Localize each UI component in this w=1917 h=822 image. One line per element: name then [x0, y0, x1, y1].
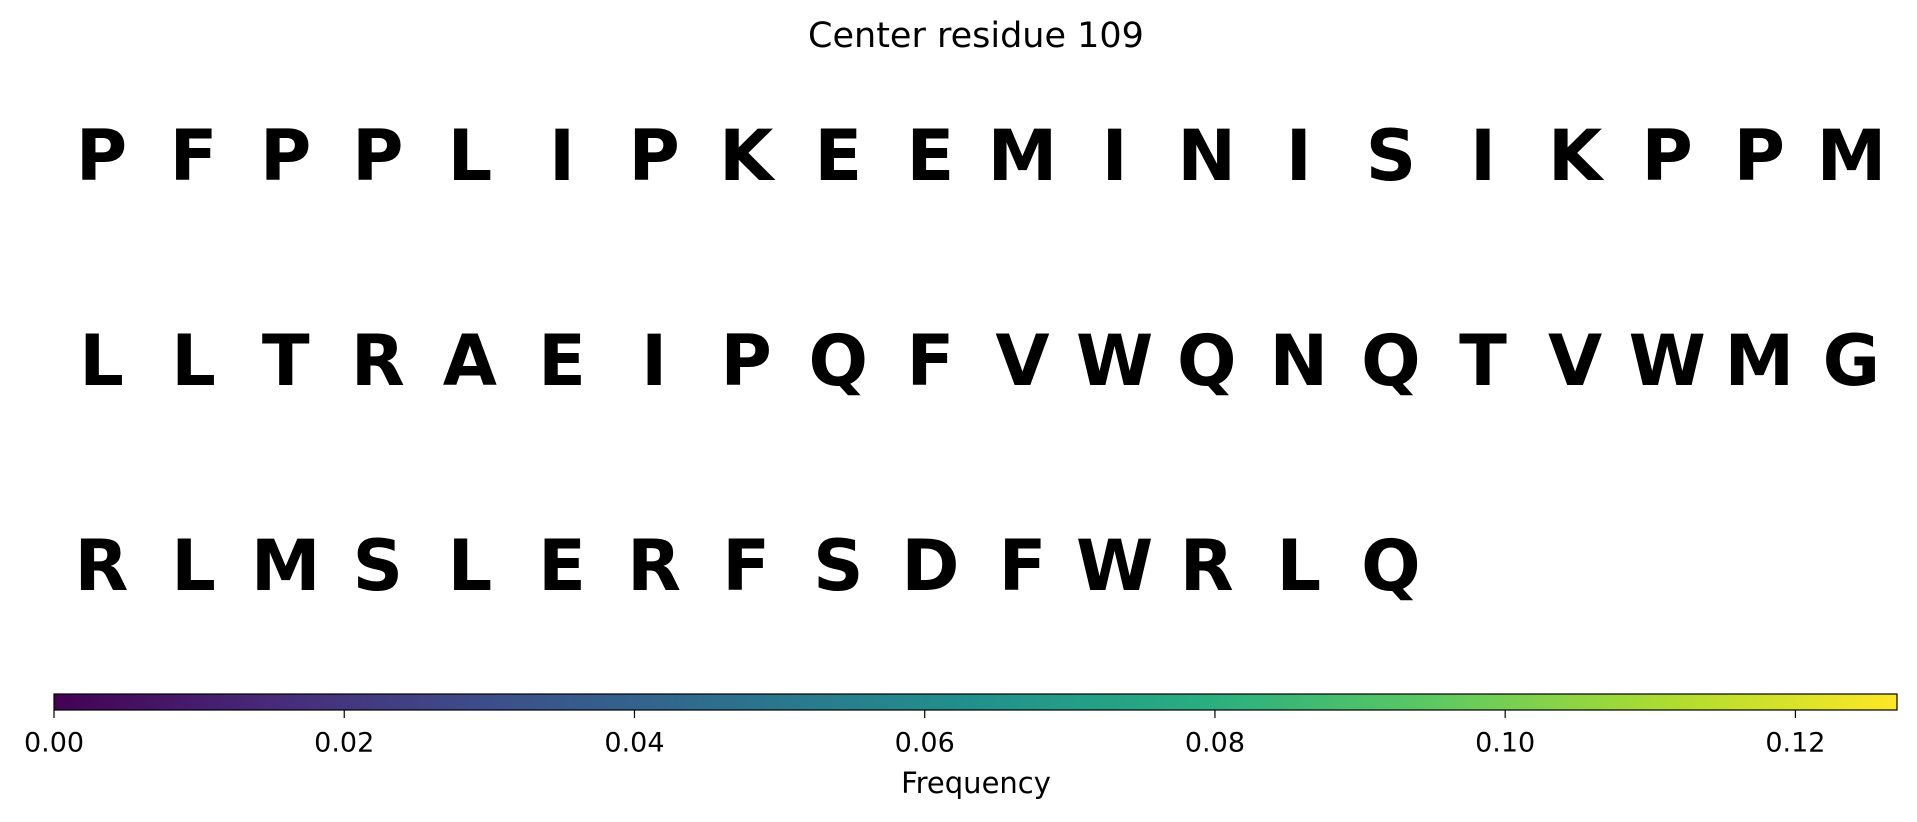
residue-letter: L [171, 525, 216, 607]
residue-letter: I [1102, 115, 1128, 197]
residue-letter: L [1276, 525, 1321, 607]
residue-letter: P [628, 115, 679, 197]
residue-letter: P [721, 320, 772, 402]
residue-letter: F [170, 115, 218, 197]
residue-letter: M [251, 525, 321, 607]
residue-letter: Q [1177, 320, 1237, 402]
residue-letter: V [995, 320, 1049, 402]
residue-letter: L [448, 115, 493, 197]
residue-letter: N [1270, 320, 1329, 402]
residue-letter: M [1817, 115, 1887, 197]
residue-letter: G [1823, 320, 1880, 402]
residue-letter: L [171, 320, 216, 402]
residue-letter: Q [1361, 320, 1421, 402]
colorbar-tick-label: 0.10 [1475, 728, 1535, 759]
residue-letter: I [1286, 115, 1312, 197]
residue-letter: W [1076, 525, 1153, 607]
residue-letter: E [538, 320, 586, 402]
residue-letter: P [76, 115, 127, 197]
residue-letter: P [260, 115, 311, 197]
residue-letter: F [722, 525, 770, 607]
colorbar-label: Frequency [901, 766, 1051, 800]
residue-letter: I [549, 115, 575, 197]
residue-letter: M [988, 115, 1058, 197]
residue-letter: R [627, 525, 681, 607]
residue-letter: T [262, 320, 310, 402]
residue-letter: K [719, 115, 776, 197]
residue-letter: P [1734, 115, 1785, 197]
residue-letter: W [1629, 320, 1706, 402]
residue-letter: R [1180, 525, 1234, 607]
residue-letter: I [641, 320, 667, 402]
chart-title: Center residue 109 [808, 16, 1144, 56]
residue-letter: E [906, 115, 954, 197]
residue-letter: N [1177, 115, 1236, 197]
residue-letter: S [353, 525, 403, 607]
residue-letter: K [1548, 115, 1605, 197]
residue-letter: T [1459, 320, 1507, 402]
residue-letter: L [79, 320, 124, 402]
residue-letter: D [901, 525, 959, 607]
residue-letter: A [443, 320, 497, 402]
residue-letter: S [1366, 115, 1416, 197]
colorbar-tick-label: 0.08 [1185, 728, 1245, 759]
colorbar-tick-label: 0.02 [314, 728, 374, 759]
residue-letter: P [1642, 115, 1693, 197]
residue-letter: P [352, 115, 403, 197]
colorbar-tick-label: 0.00 [24, 728, 84, 759]
residue-letter: R [75, 525, 129, 607]
residue-letter: V [1548, 320, 1602, 402]
residue-letter: E [814, 115, 862, 197]
residue-letter: I [1470, 115, 1496, 197]
residue-letter: L [448, 525, 493, 607]
residue-letter: S [813, 525, 863, 607]
residue-letter: R [351, 320, 405, 402]
residue-letter: E [538, 525, 586, 607]
residue-letter: Q [1361, 525, 1421, 607]
residue-letter: Q [809, 320, 869, 402]
residue-letter: F [999, 525, 1047, 607]
colorbar [53, 693, 1898, 711]
colorbar-tick-label: 0.06 [895, 728, 955, 759]
residue-letter: W [1076, 320, 1153, 402]
residue-letter: M [1724, 320, 1794, 402]
colorbar-tick-label: 0.04 [604, 728, 664, 759]
colorbar-tick-label: 0.12 [1765, 728, 1825, 759]
residue-letter: F [906, 320, 954, 402]
